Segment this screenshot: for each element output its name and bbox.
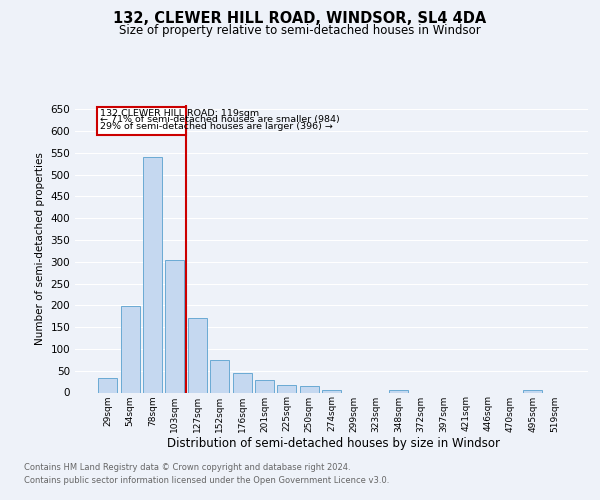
Bar (143, 158, 162, 392)
Bar (166, 260, 184, 392)
Bar (98, 378, 118, 392)
Bar (188, 318, 207, 392)
Bar (322, 390, 341, 392)
Text: Distribution of semi-detached houses by size in Windsor: Distribution of semi-detached houses by … (167, 438, 500, 450)
Text: 29% of semi-detached houses are larger (396) →: 29% of semi-detached houses are larger (… (100, 122, 333, 130)
Bar (233, 374, 251, 392)
Bar (299, 386, 319, 392)
Y-axis label: Number of semi-detached properties: Number of semi-detached properties (35, 152, 45, 345)
Text: Contains public sector information licensed under the Open Government Licence v3: Contains public sector information licen… (24, 476, 389, 485)
Bar (277, 385, 296, 392)
Bar (255, 380, 274, 392)
Text: 132, CLEWER HILL ROAD, WINDSOR, SL4 4DA: 132, CLEWER HILL ROAD, WINDSOR, SL4 4DA (113, 11, 487, 26)
FancyBboxPatch shape (97, 107, 186, 136)
Bar (523, 390, 542, 392)
Bar (121, 306, 140, 392)
Bar (210, 360, 229, 392)
Text: Size of property relative to semi-detached houses in Windsor: Size of property relative to semi-detach… (119, 24, 481, 37)
Text: Contains HM Land Registry data © Crown copyright and database right 2024.: Contains HM Land Registry data © Crown c… (24, 464, 350, 472)
Text: 132 CLEWER HILL ROAD: 119sqm: 132 CLEWER HILL ROAD: 119sqm (100, 110, 259, 118)
Text: ← 71% of semi-detached houses are smaller (984): ← 71% of semi-detached houses are smalle… (100, 116, 340, 124)
Bar (389, 390, 408, 392)
